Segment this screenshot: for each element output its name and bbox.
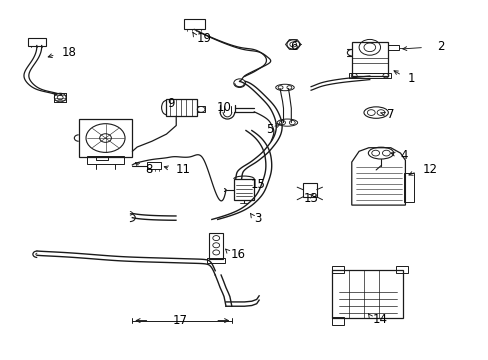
Text: 2: 2 (437, 40, 444, 53)
Bar (27, 38, 46, 45)
Text: 16: 16 (230, 248, 245, 261)
Text: 1: 1 (407, 72, 414, 85)
Text: 13: 13 (304, 192, 318, 205)
Bar (87, 156, 124, 164)
Bar (351, 42, 387, 76)
Bar (96, 156, 108, 160)
Bar (331, 318, 344, 325)
Text: 19: 19 (196, 32, 211, 45)
Bar (209, 233, 223, 259)
Text: 7: 7 (386, 108, 394, 121)
Text: 10: 10 (216, 101, 231, 114)
Bar (387, 45, 398, 50)
Bar (79, 119, 132, 157)
Bar (233, 179, 254, 200)
Text: 3: 3 (254, 212, 261, 225)
Bar (183, 19, 205, 30)
Bar (207, 258, 224, 263)
Text: 12: 12 (422, 163, 437, 176)
Text: 6: 6 (289, 40, 297, 53)
Text: 11: 11 (175, 163, 190, 176)
Text: 17: 17 (172, 314, 187, 327)
Bar (404, 173, 413, 202)
Text: 18: 18 (61, 46, 76, 59)
Bar (166, 99, 196, 116)
Text: 8: 8 (145, 163, 152, 176)
Text: 5: 5 (266, 123, 273, 136)
Bar (196, 107, 205, 112)
Bar (147, 162, 160, 169)
Text: 15: 15 (250, 178, 264, 191)
Bar (348, 73, 390, 78)
Bar (395, 266, 407, 273)
Text: 4: 4 (400, 149, 407, 162)
Bar (303, 183, 316, 197)
Text: 9: 9 (167, 98, 175, 111)
Bar (331, 270, 402, 318)
Text: 14: 14 (371, 312, 386, 326)
Bar (331, 266, 344, 273)
